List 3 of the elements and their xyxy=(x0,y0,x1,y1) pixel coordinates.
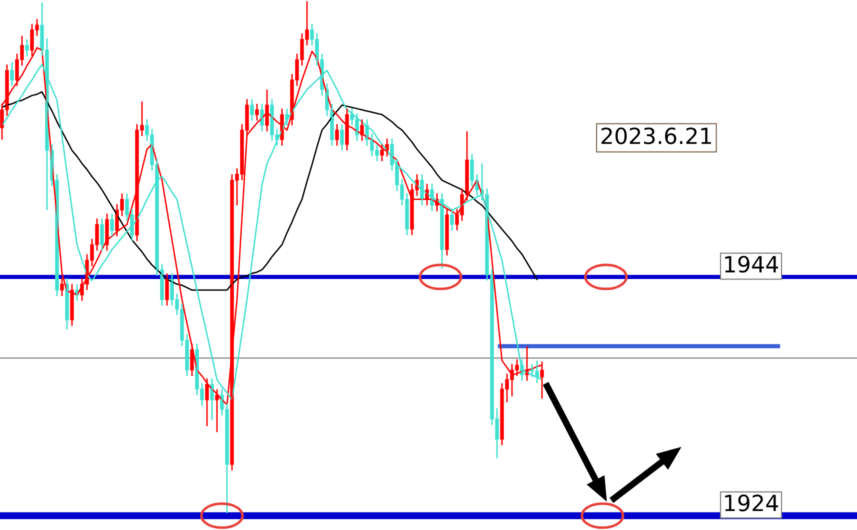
y-tick-label: 1924 xyxy=(725,494,778,512)
y-tick-label: 1944 xyxy=(725,256,778,273)
text: 2023.6.21 xyxy=(602,127,711,144)
